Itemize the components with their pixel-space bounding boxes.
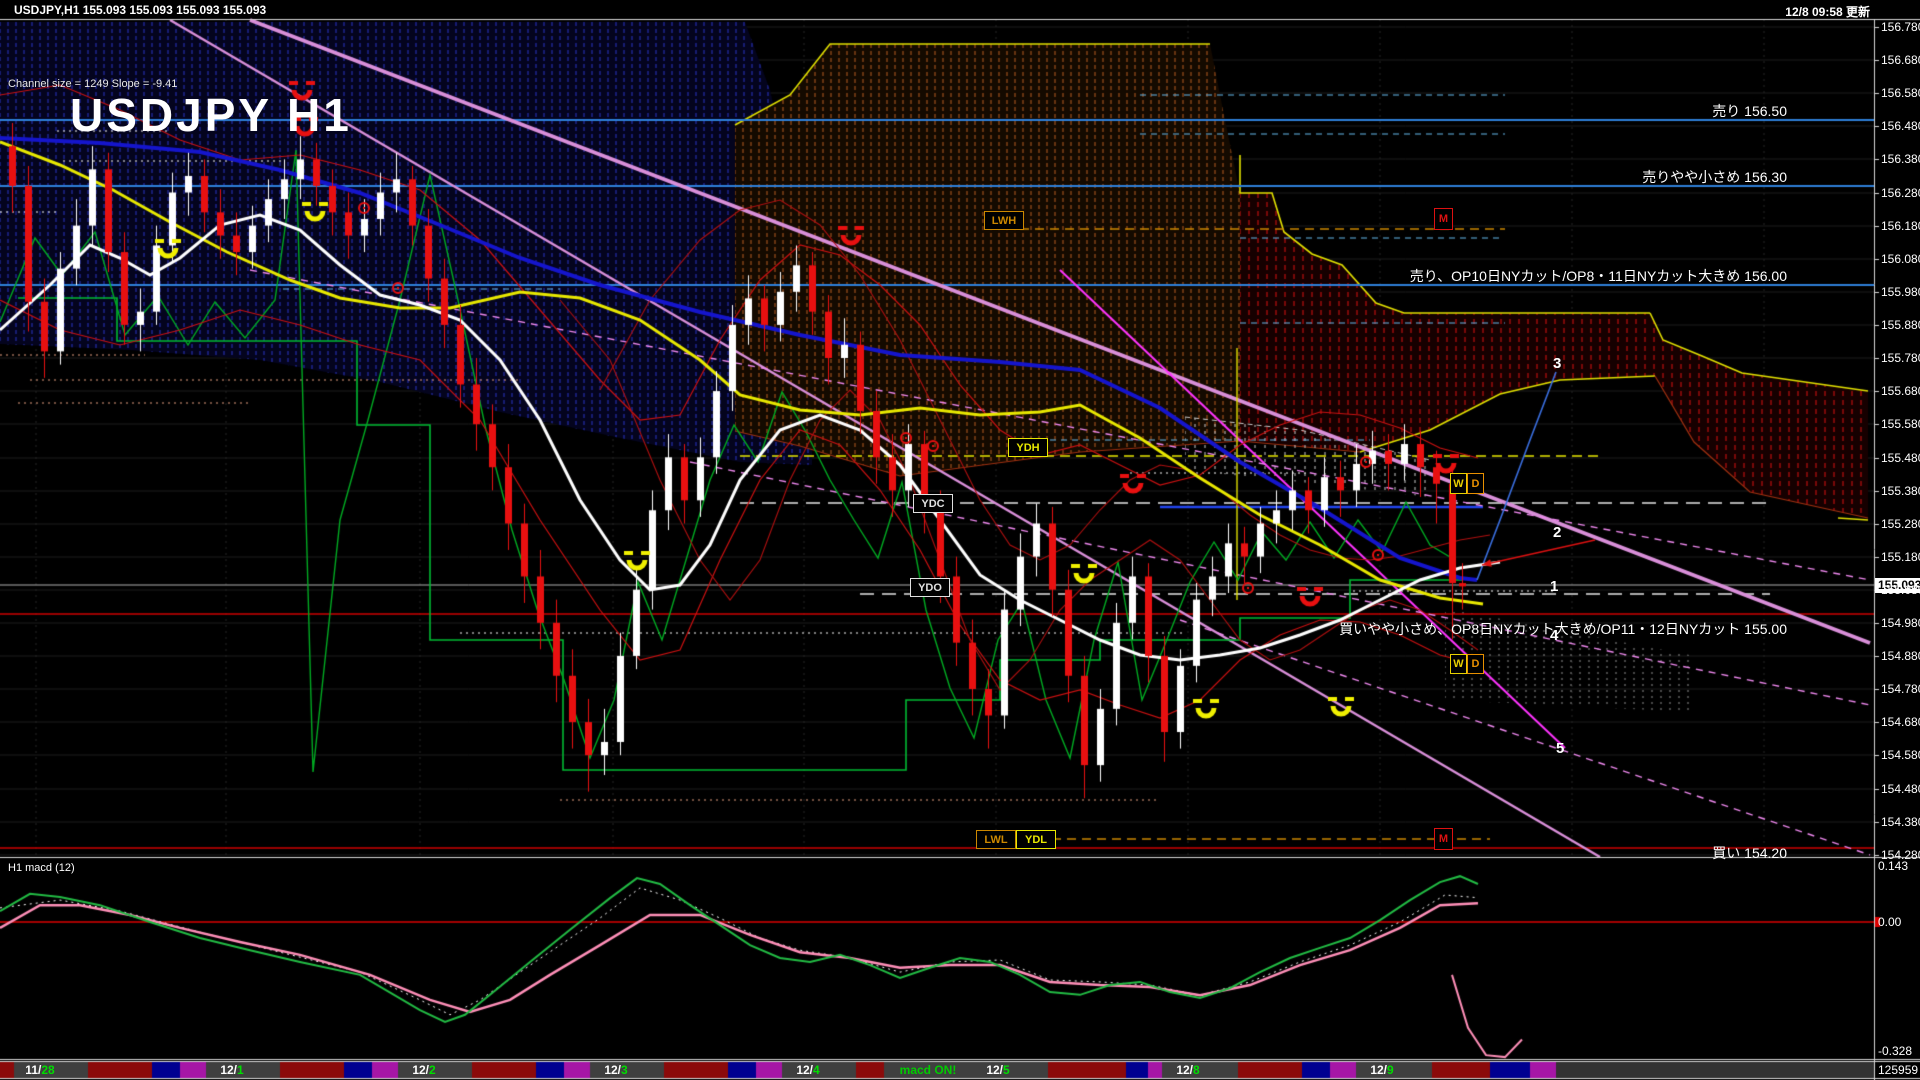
price-axis-label: 155.980 bbox=[1881, 285, 1920, 299]
price-axis-label: 154.580 bbox=[1881, 748, 1920, 762]
sell-level-label: 売りやや小さめ 156.30 bbox=[1642, 169, 1787, 185]
pivot-box-ydo: YDO bbox=[910, 578, 950, 597]
channel-number-4: 4 bbox=[1550, 627, 1559, 644]
timeline-date-label: 12/1 bbox=[220, 1063, 244, 1077]
price-axis-label: 154.280 bbox=[1881, 848, 1920, 862]
price-axis-label: 155.080 bbox=[1881, 583, 1920, 597]
price-axis-label: 155.680 bbox=[1881, 384, 1920, 398]
pivot-box-w: W bbox=[1450, 473, 1467, 494]
current-price-badge: 155.093 bbox=[1875, 578, 1920, 593]
price-axis-label: 156.680 bbox=[1881, 53, 1920, 67]
price-axis-label: 155.180 bbox=[1881, 550, 1920, 564]
timeline-date-label: 12/4 bbox=[796, 1063, 820, 1077]
price-axis-label: 156.080 bbox=[1881, 252, 1920, 266]
channel-number-1: 1 bbox=[1550, 578, 1559, 595]
price-axis-label: 156.380 bbox=[1881, 152, 1920, 166]
price-axis-label: 156.580 bbox=[1881, 86, 1920, 100]
pivot-box-d: D bbox=[1467, 654, 1484, 674]
channel-number-2: 2 bbox=[1553, 524, 1562, 541]
price-axis-label: 154.480 bbox=[1881, 782, 1920, 796]
pivot-box-ydc: YDC bbox=[913, 494, 953, 513]
timeline-date-label: 12/2 bbox=[412, 1063, 436, 1077]
price-axis-label: 155.880 bbox=[1881, 318, 1920, 332]
channel-info-text: Channel size = 1249 Slope = -9.41 bbox=[8, 78, 178, 90]
price-axis-label: 156.780 bbox=[1881, 20, 1920, 34]
pivot-box-m: M bbox=[1434, 828, 1453, 850]
price-axis-label: 155.480 bbox=[1881, 451, 1920, 465]
price-axis-label: 154.980 bbox=[1881, 616, 1920, 630]
macd-axis-label: -0.328 bbox=[1878, 1044, 1913, 1058]
timeline-date-label: 12/8 bbox=[1176, 1063, 1200, 1077]
buy-level-label: 買い 154.20 bbox=[1712, 845, 1787, 861]
price-axis-label: 156.280 bbox=[1881, 186, 1920, 200]
channel-number-5: 5 bbox=[1556, 740, 1565, 757]
price-axis-label: 155.580 bbox=[1881, 417, 1920, 431]
macd-indicator-label: H1 macd (12) bbox=[8, 862, 75, 874]
timeline-date-label: 12/9 bbox=[1370, 1063, 1394, 1077]
timeline-date-label: 12/5 bbox=[986, 1063, 1010, 1077]
price-axis-label: 155.380 bbox=[1881, 484, 1920, 498]
sell-level-label: 売り 156.50 bbox=[1712, 103, 1787, 119]
pivot-box-lwh: LWH bbox=[984, 211, 1024, 230]
price-axis-label: 154.680 bbox=[1881, 715, 1920, 729]
last-update-timestamp: 12/8 09:58 更新 bbox=[1785, 5, 1870, 19]
channel-number-3: 3 bbox=[1553, 355, 1562, 372]
timeline-date-label: 11/28 bbox=[25, 1063, 55, 1077]
macd-axis-label: 0.00 bbox=[1878, 915, 1902, 929]
price-axis-label: 155.280 bbox=[1881, 517, 1920, 531]
pivot-box-m: M bbox=[1434, 208, 1453, 230]
sell-level-label: 売り、OP10日NYカット/OP8・11日NYカット大きめ 156.00 bbox=[1409, 268, 1787, 284]
pivot-box-ydh: YDH bbox=[1008, 438, 1048, 457]
price-axis-label: 154.380 bbox=[1881, 815, 1920, 829]
pivot-box-ydl: YDL bbox=[1016, 830, 1056, 849]
timeline-date-label: 12/3 bbox=[604, 1063, 628, 1077]
price-axis-label: 154.880 bbox=[1881, 649, 1920, 663]
macd-axis-label: 125959 bbox=[1878, 1063, 1919, 1077]
pivot-box-w: W bbox=[1450, 654, 1467, 674]
macd-axis-label: 0.143 bbox=[1878, 859, 1909, 873]
price-axis-label: 156.180 bbox=[1881, 219, 1920, 233]
macd-on-indicator: macd ON! bbox=[899, 1063, 957, 1077]
symbol-quote-line: USDJPY,H1 155.093 155.093 155.093 155.09… bbox=[14, 3, 267, 17]
pivot-box-lwl: LWL bbox=[976, 830, 1016, 849]
price-axis-label: 154.780 bbox=[1881, 682, 1920, 696]
pivot-box-d: D bbox=[1467, 473, 1484, 494]
page-title: USDJPY H1 bbox=[70, 89, 352, 141]
buy-level-label: 買いやや小さめ、OP8日NYカット大きめ/OP11・12日NYカット 155.0… bbox=[1339, 621, 1787, 637]
price-axis-label: 155.780 bbox=[1881, 351, 1920, 365]
price-axis-label: 156.480 bbox=[1881, 119, 1920, 133]
